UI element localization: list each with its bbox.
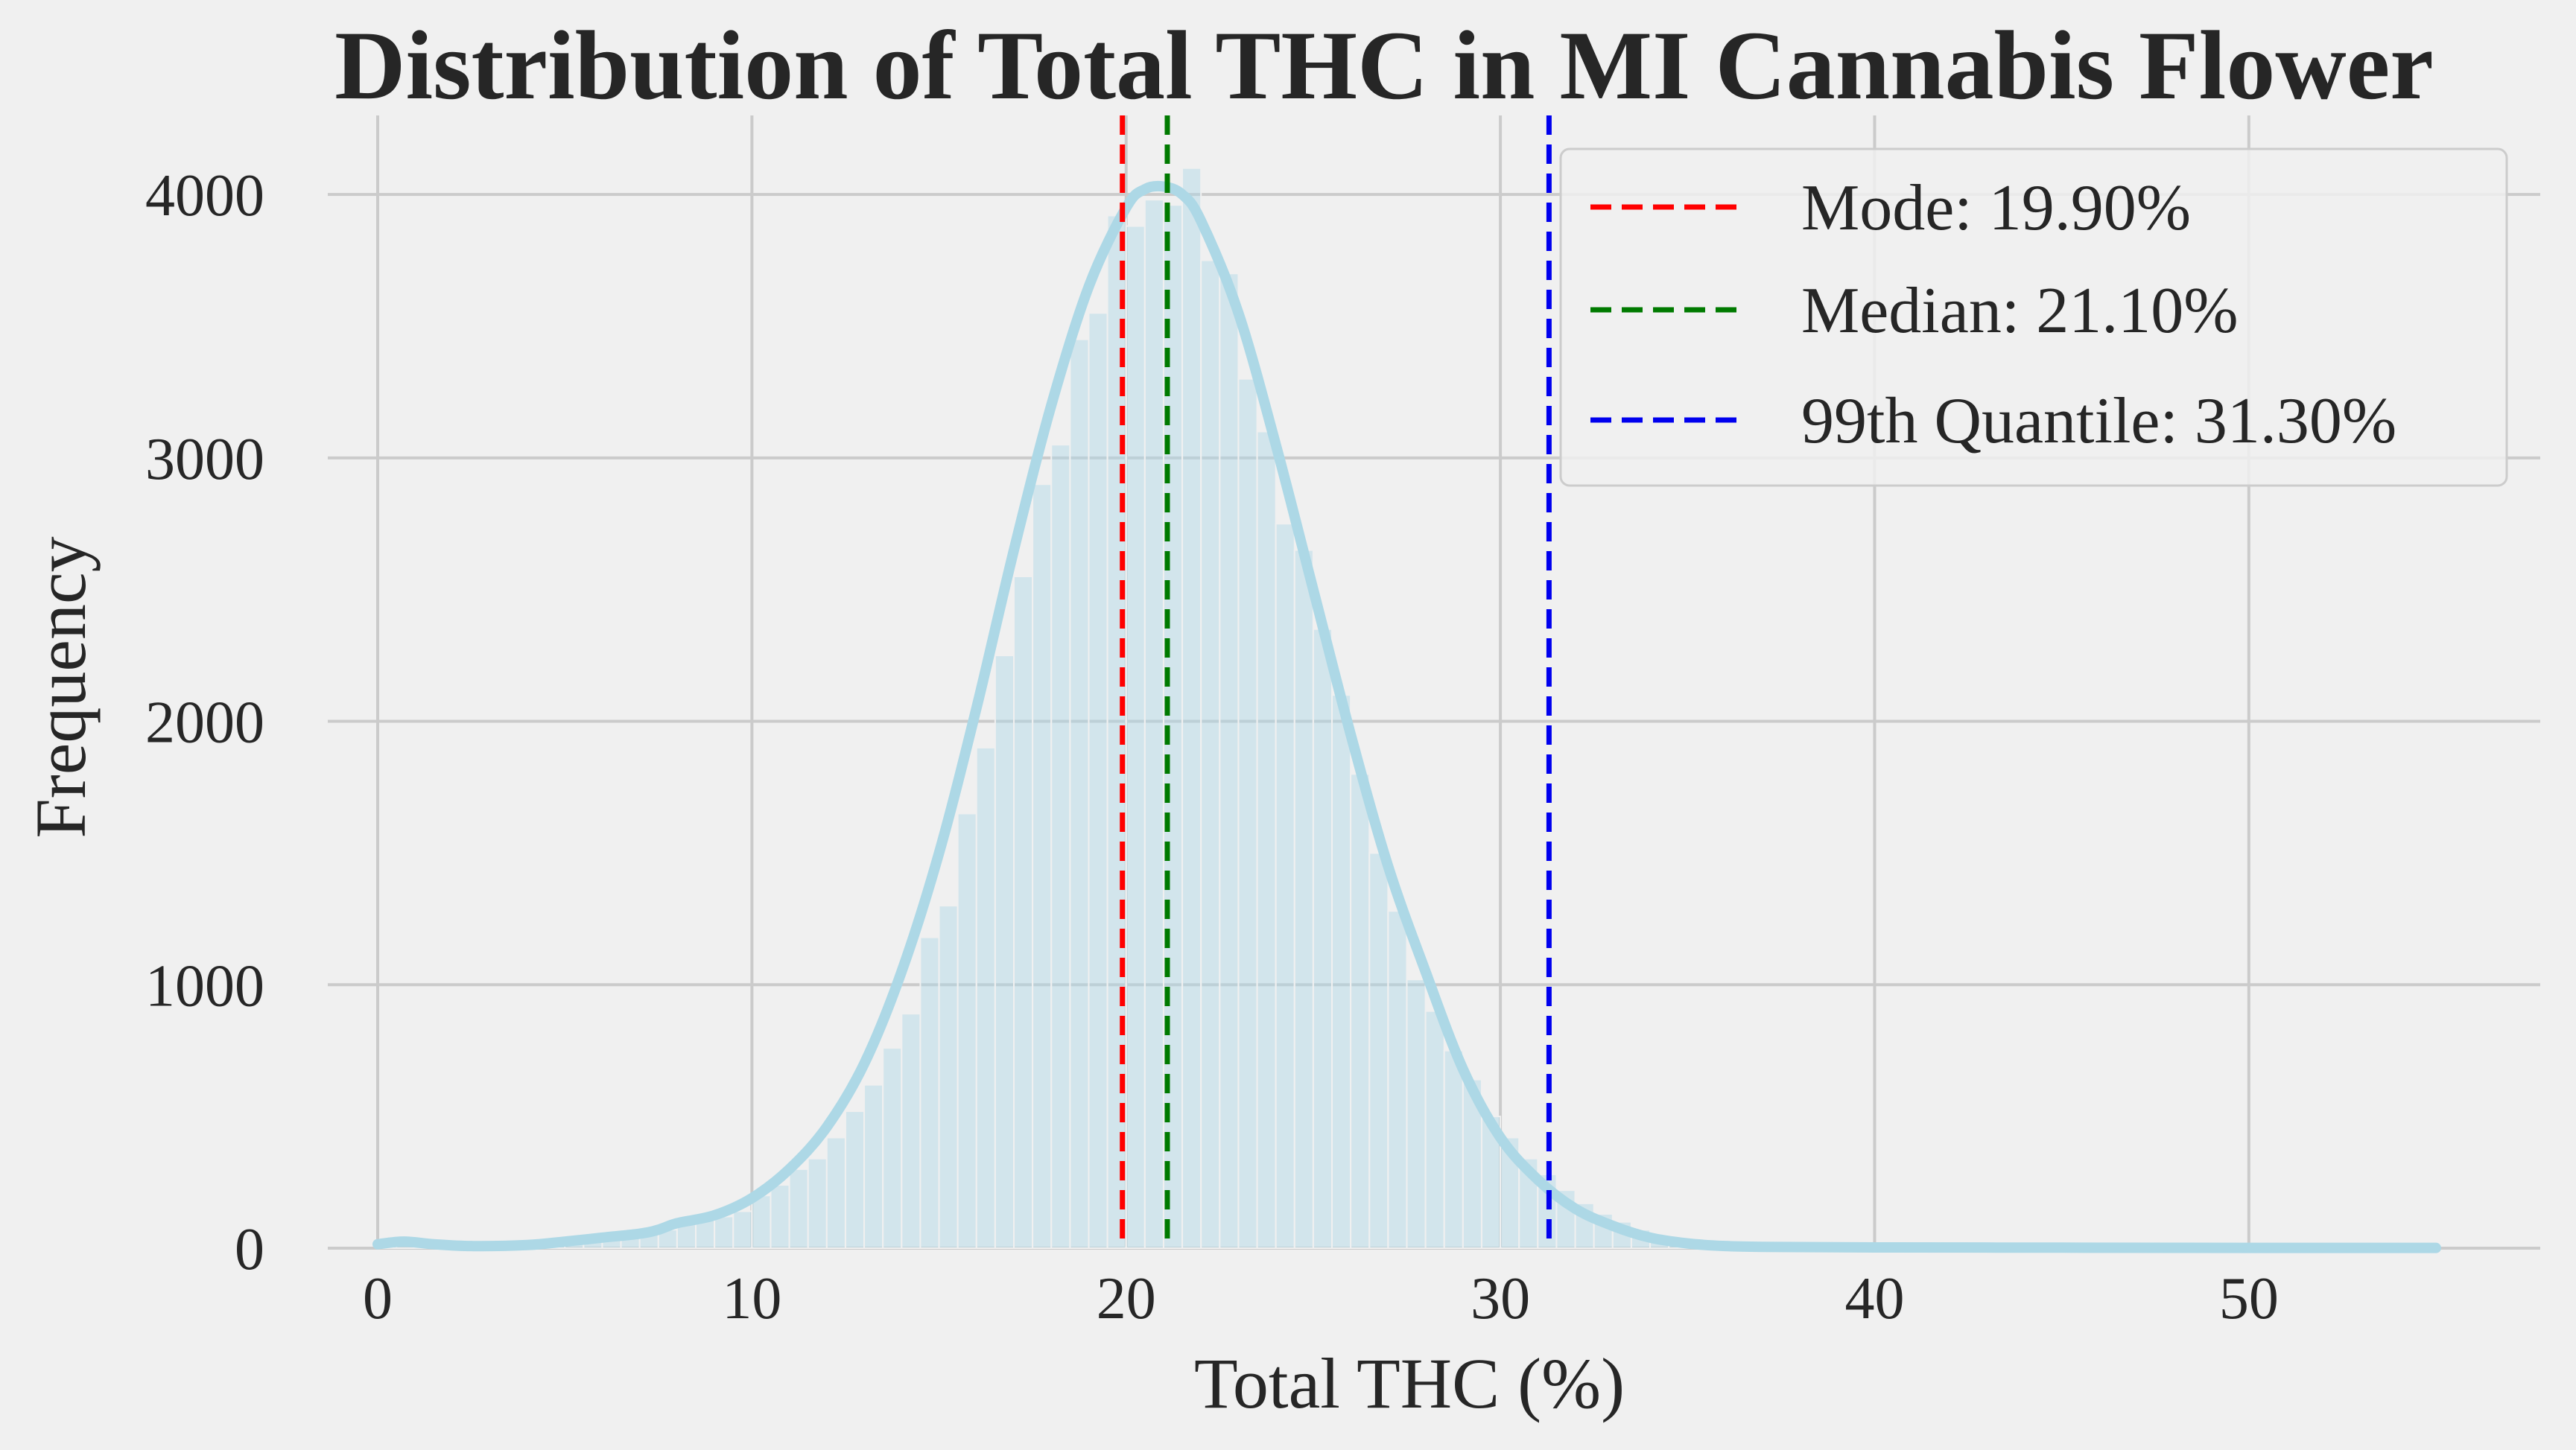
histogram-bar — [1444, 1051, 1463, 1248]
x-tick-label: 50 — [2219, 1266, 2279, 1332]
histogram-bar — [846, 1111, 864, 1248]
x-axis-label: Total THC (%) — [1194, 1344, 1625, 1423]
histogram-bar — [770, 1185, 789, 1248]
histogram-bar — [1051, 445, 1070, 1248]
histogram-bar — [1407, 979, 1426, 1248]
x-tick-label: 30 — [1471, 1266, 1530, 1332]
histogram-bar — [1295, 550, 1313, 1248]
histogram-bar — [920, 938, 939, 1248]
histogram-bar — [1182, 168, 1201, 1248]
chart-title: Distribution of Total THC in MI Cannabis… — [334, 10, 2434, 120]
y-tick-label: 4000 — [145, 163, 264, 229]
histogram-bar — [958, 813, 977, 1248]
histogram-bar — [808, 1159, 827, 1248]
histogram-bar — [1238, 379, 1257, 1248]
histogram-bar — [1088, 313, 1107, 1248]
histogram-bar — [1145, 200, 1164, 1248]
histogram-bar — [790, 1169, 808, 1248]
histogram-bar — [939, 906, 958, 1248]
x-tick-label: 10 — [722, 1266, 781, 1332]
histogram-bar — [752, 1195, 770, 1248]
x-tick-label: 0 — [363, 1266, 393, 1332]
histogram-bar — [1369, 853, 1388, 1248]
y-tick-label: 0 — [235, 1217, 264, 1282]
y-tick-label: 3000 — [145, 427, 264, 492]
histogram-bar — [827, 1137, 846, 1248]
legend-label-median: Median: 21.10% — [1801, 275, 2239, 347]
histogram-bar — [1332, 695, 1351, 1248]
histogram-bar — [1032, 484, 1051, 1248]
histogram-bar — [1014, 576, 1032, 1248]
histogram-bar — [995, 655, 1014, 1248]
histogram-bar — [1313, 629, 1332, 1248]
x-tick-label: 20 — [1097, 1266, 1156, 1332]
histogram-bar — [864, 1085, 883, 1248]
histogram-bar — [1201, 261, 1219, 1248]
legend-label-99th-quantile: 99th Quantile: 31.30% — [1801, 385, 2396, 457]
histogram-bar — [883, 1048, 901, 1248]
histogram-bar — [1257, 431, 1276, 1248]
x-tick-label: 40 — [1844, 1266, 1904, 1332]
histogram-bar — [1219, 273, 1238, 1248]
histogram-bar — [733, 1211, 752, 1248]
histogram-bar — [677, 1224, 696, 1248]
histogram-bar — [1426, 1011, 1444, 1248]
histogram-bar — [1351, 774, 1369, 1248]
legend: Mode: 19.90% Median: 21.10% 99th Quantil… — [1561, 149, 2507, 486]
histogram-bar — [1388, 911, 1406, 1248]
histogram-bar — [1070, 340, 1088, 1248]
y-axis-label: Frequency — [21, 536, 101, 838]
histogram-bar — [977, 748, 995, 1248]
histogram-bar — [1126, 226, 1145, 1248]
legend-label-mode: Mode: 19.90% — [1801, 172, 2191, 244]
y-tick-label: 2000 — [145, 690, 264, 756]
y-tick-label: 1000 — [145, 953, 264, 1019]
histogram-bar — [901, 1014, 920, 1248]
histogram-bar — [714, 1217, 733, 1248]
histogram-bar — [1276, 524, 1295, 1248]
